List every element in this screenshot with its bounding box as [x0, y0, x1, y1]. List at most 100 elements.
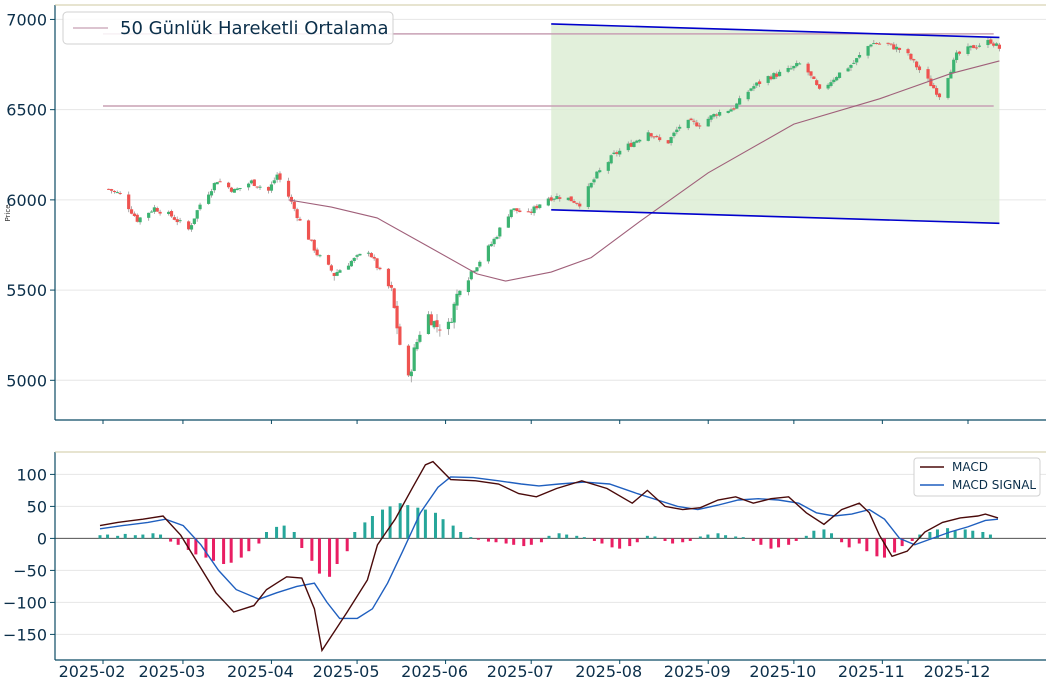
candle-up [766, 76, 770, 83]
candle-down [817, 84, 822, 89]
candle-down [655, 136, 659, 138]
candle-down [897, 47, 902, 50]
candle-down [298, 218, 302, 221]
candle-down [575, 202, 579, 204]
candle-down [877, 43, 882, 45]
candle-up [857, 54, 862, 58]
price-ytick-label: 6000 [6, 191, 47, 210]
candle-up [338, 270, 342, 273]
macd-histogram-bar [840, 538, 844, 543]
macd-histogram-bar [106, 534, 110, 539]
macd-histogram-bar [592, 538, 596, 541]
candle-up [498, 227, 502, 237]
candle-up [272, 180, 276, 184]
candle-down [934, 88, 939, 95]
candle-up [349, 260, 353, 267]
macd-histogram-bar [486, 538, 490, 542]
macd-histogram-bar [953, 530, 957, 539]
price-ytick-label: 6500 [6, 101, 47, 120]
macd-histogram-bar [539, 538, 543, 543]
macd-histogram-bar [882, 538, 886, 558]
macd-histogram-bar [628, 538, 632, 547]
macd-histogram-bar [988, 534, 992, 539]
candle-up [669, 137, 673, 144]
candle-up [735, 103, 739, 109]
candle-down [906, 49, 910, 54]
macd-histogram-bar [830, 533, 834, 539]
macd-histogram-bar [963, 529, 967, 539]
macd-histogram-bar [451, 525, 455, 539]
candle-up [635, 140, 639, 143]
candle-down [809, 71, 813, 76]
candle-down [815, 80, 819, 85]
macd-histogram-bar [759, 538, 763, 545]
macd-histogram-bar [529, 538, 533, 545]
candle-up [675, 129, 679, 133]
candle-down [378, 267, 382, 270]
candle-down [392, 288, 396, 308]
x-tick-label: 2025-02 [59, 662, 126, 681]
candle-down [932, 85, 936, 89]
candle-down [218, 181, 222, 183]
candle-down [107, 188, 111, 190]
candle-up [855, 58, 859, 63]
candle-up [412, 347, 416, 371]
candle-down [155, 208, 159, 212]
candle-down [812, 76, 816, 79]
macd-histogram-bar [494, 538, 498, 543]
macd-histogram-bar [635, 538, 639, 543]
candle-up [212, 183, 216, 191]
candle-down [652, 136, 656, 138]
x-tick-label: 2025-09 [664, 662, 731, 681]
candle-down [926, 69, 930, 79]
macd-histogram-bar [176, 538, 180, 545]
candle-up [612, 152, 616, 155]
candle-down [695, 122, 699, 127]
candle-down [312, 239, 316, 251]
macd-histogram-bar [928, 532, 932, 539]
macd-histogram-bar [671, 538, 675, 544]
candle-down [289, 196, 294, 202]
candle-up [709, 115, 713, 120]
x-axis: 2025-02 2025-03 2025-04 2025-05 2025-06 2025-… [59, 660, 990, 681]
macd-histogram-bar [582, 537, 586, 539]
candle-up [777, 71, 782, 77]
candle-up [215, 182, 219, 185]
candle-down [329, 265, 333, 271]
candle-down [386, 268, 391, 287]
price-ytick-label: 5500 [6, 281, 47, 300]
candle-up [729, 109, 733, 112]
x-tick-label: 2025-05 [313, 662, 380, 681]
candle-up [686, 119, 690, 129]
macd-ytick-label: −50 [13, 561, 47, 580]
x-tick-label: 2025-04 [227, 662, 294, 681]
macd-histogram-bar [300, 538, 304, 548]
candle-down [118, 192, 122, 194]
candle-up [638, 139, 642, 142]
macd-histogram-bar [186, 538, 190, 550]
macd-histogram-bar [441, 519, 445, 539]
candle-up [555, 196, 559, 200]
candle-up [726, 110, 730, 113]
macd-histogram-bar [777, 538, 781, 548]
candle-down [692, 120, 696, 122]
macd-histogram-bar [141, 534, 145, 539]
x-tick-label: 2025-08 [575, 662, 642, 681]
candle-up [749, 88, 753, 91]
candle-down [875, 43, 879, 45]
macd-histogram-bar [388, 506, 392, 539]
x-tick-label: 2025-11 [838, 662, 905, 681]
candle-down [974, 47, 979, 49]
candle-down [406, 345, 411, 376]
macd-histogram-bar [98, 535, 102, 539]
macd-histogram-bar [565, 534, 569, 539]
candle-up [595, 171, 599, 179]
candle-up [678, 126, 682, 129]
macd-histogram-bar [264, 532, 268, 539]
candle-up [952, 59, 956, 73]
candle-up [446, 321, 451, 330]
candle-down [649, 133, 653, 137]
candle-up [835, 77, 839, 81]
candle-down [658, 137, 662, 141]
macd-histogram [98, 503, 992, 577]
